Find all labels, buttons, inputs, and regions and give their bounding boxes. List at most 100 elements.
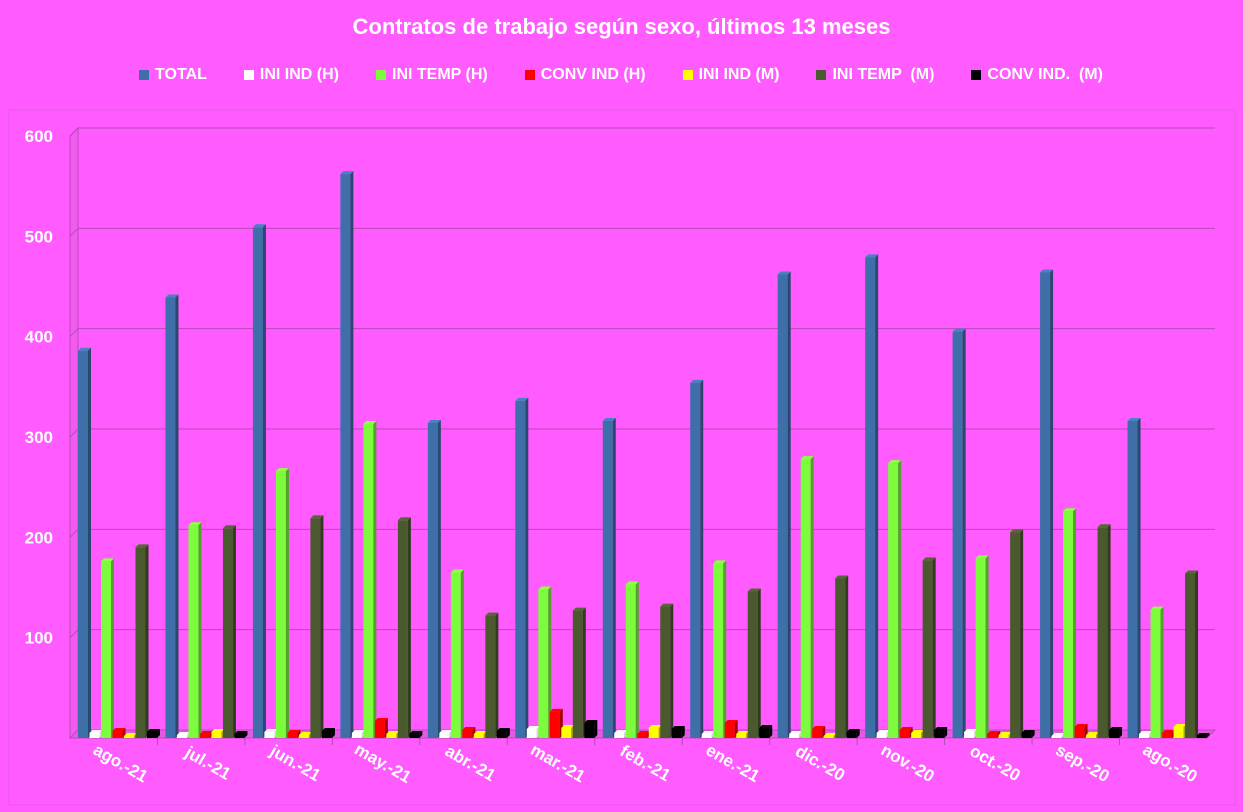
bar	[252, 224, 266, 738]
bar-top	[222, 525, 236, 529]
bar-top	[975, 555, 989, 559]
bar-top	[485, 612, 499, 616]
bar	[188, 522, 202, 738]
x-tick-label: ago.-21	[90, 740, 151, 786]
bar-front	[199, 733, 210, 738]
bar-top	[823, 732, 837, 736]
bar-front	[846, 731, 857, 738]
bar-top	[1196, 732, 1210, 736]
bar-top	[952, 328, 966, 332]
legend-swatch	[971, 70, 982, 80]
bar-side	[1137, 417, 1141, 738]
bar-side	[297, 729, 301, 738]
bar-top	[572, 607, 586, 611]
bar-side	[700, 379, 704, 738]
bar-side	[582, 607, 586, 738]
y-tick-label: 200	[25, 528, 53, 547]
bar-top	[934, 726, 948, 730]
bar-side	[506, 727, 510, 738]
bar-top	[427, 419, 441, 423]
bar-front	[287, 732, 298, 738]
bar-top	[1010, 529, 1024, 533]
bar-top	[724, 719, 738, 723]
bar-front	[473, 733, 484, 738]
bar-top	[252, 224, 266, 228]
bar-front	[1010, 532, 1021, 738]
bar-side	[769, 724, 773, 738]
bar-top	[602, 417, 616, 421]
bar	[1185, 570, 1199, 738]
bar	[321, 727, 335, 738]
bar	[549, 708, 563, 738]
bar-front	[351, 732, 362, 738]
legend-swatch	[816, 70, 827, 80]
bar	[1162, 729, 1176, 738]
bar-side	[997, 730, 1001, 738]
bar-top	[473, 730, 487, 734]
bar-side	[285, 468, 289, 738]
bar-side	[495, 612, 499, 738]
bar-front	[1185, 573, 1196, 738]
bar-front	[526, 728, 537, 738]
bar	[340, 171, 354, 739]
bar-top	[812, 725, 826, 729]
bar-top	[351, 729, 365, 733]
bar-front	[1109, 729, 1120, 738]
legend-label: CONV IND (H)	[540, 66, 646, 83]
bar-top	[1063, 508, 1077, 512]
bar-top	[561, 724, 575, 728]
bar	[351, 729, 365, 738]
bar-front	[386, 733, 397, 738]
bar-side	[460, 569, 464, 738]
bar-front	[1150, 609, 1161, 738]
bar-side	[985, 555, 989, 738]
bar-side	[1195, 570, 1199, 738]
bar-front	[713, 563, 724, 738]
bar-top	[374, 717, 388, 721]
bar-side	[757, 588, 761, 738]
bar-front	[340, 174, 351, 739]
bar-top	[614, 729, 628, 733]
bar-top	[759, 724, 773, 728]
bar	[952, 328, 966, 738]
bar-front	[736, 733, 747, 738]
bar-top	[1040, 269, 1054, 273]
bar-top	[1074, 723, 1088, 727]
bar-top	[340, 171, 354, 175]
bar-top	[690, 379, 704, 383]
bar-top	[660, 603, 674, 607]
bar-front	[1040, 272, 1051, 738]
bar	[1109, 726, 1123, 738]
bar	[975, 555, 989, 738]
bar-front	[987, 733, 998, 738]
bar	[614, 729, 628, 738]
bar-top	[321, 727, 335, 731]
bar	[759, 724, 773, 738]
bar	[1074, 723, 1088, 738]
bar-front	[264, 731, 275, 738]
plot-frame	[8, 109, 1236, 806]
bar-top	[1086, 731, 1100, 735]
bar-top	[363, 420, 377, 424]
bar-top	[846, 728, 860, 732]
x-tick-label: feb.-21	[617, 741, 674, 785]
bar-side	[373, 420, 377, 738]
bar-top	[1139, 730, 1153, 734]
bar-top	[671, 725, 685, 729]
chart-title: Contratos de trabajo según sexo, últimos…	[352, 14, 891, 39]
bar-top	[188, 522, 202, 526]
bar-front	[637, 733, 648, 738]
bar	[199, 730, 213, 738]
bar-front	[485, 615, 496, 738]
bar-top	[298, 731, 312, 735]
bar-front	[911, 732, 922, 738]
bar-front	[409, 733, 420, 738]
bar	[78, 347, 91, 738]
legend-swatch	[243, 70, 254, 80]
bar	[473, 730, 487, 738]
bar-front	[1051, 735, 1062, 738]
bar-front	[835, 578, 846, 738]
bar-top	[526, 725, 540, 729]
bar-front	[298, 734, 309, 738]
bar-front	[964, 731, 975, 738]
